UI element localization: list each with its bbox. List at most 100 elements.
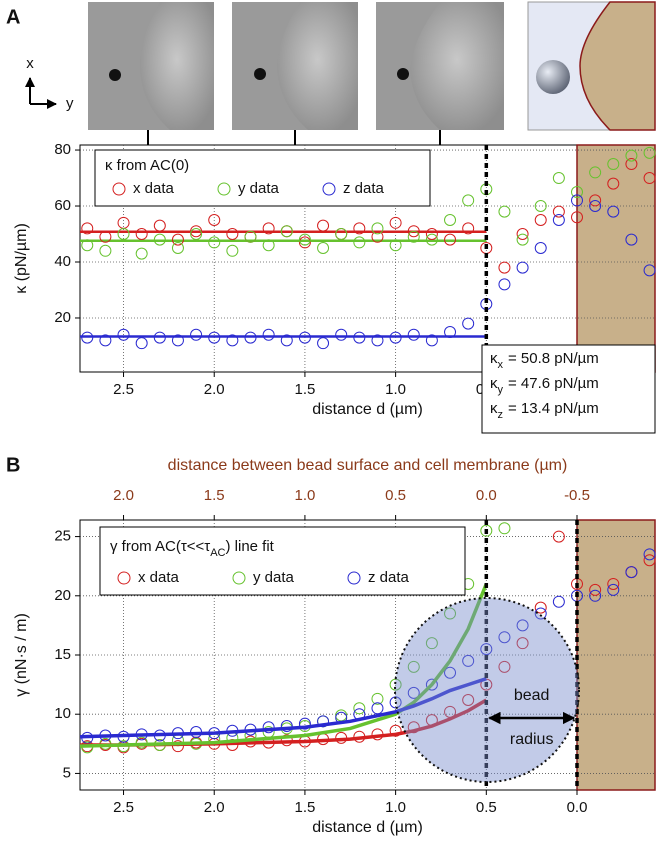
data-point: [444, 607, 457, 620]
axis-x-label: x: [26, 55, 34, 72]
micrographs: [88, 1, 656, 233]
data-point: [407, 225, 420, 238]
x2-tick-label: -0.5: [564, 487, 590, 504]
data-point: [552, 530, 565, 543]
data-point: [643, 548, 656, 561]
data-point: [389, 331, 402, 344]
data-point: [589, 200, 602, 213]
data-point: [171, 334, 184, 347]
data-point: [607, 577, 620, 590]
y-tick-label: 80: [54, 141, 71, 158]
data-point: [171, 740, 184, 753]
data-point: [81, 239, 94, 252]
data-point: [552, 205, 565, 218]
data-point: [99, 230, 112, 243]
data-point: [262, 328, 275, 341]
data-point: [571, 194, 584, 207]
data-point: [153, 331, 166, 344]
data-point: [462, 317, 475, 330]
data-point: [643, 146, 656, 159]
x-tick-label: 2.5: [113, 381, 134, 398]
data-point: [371, 230, 384, 243]
legend-label: y data: [253, 569, 295, 586]
y-tick-label: 5: [63, 764, 71, 781]
data-point: [444, 325, 457, 338]
data-point: [643, 554, 656, 567]
y-axis-label: γ (nN·s / m): [13, 613, 30, 697]
data-point: [498, 261, 511, 274]
y-axis-label: κ (pN/µm): [13, 223, 30, 294]
data-point: [226, 244, 239, 257]
data-point: [498, 660, 511, 673]
data-point: [317, 242, 330, 255]
data-point: [552, 214, 565, 227]
data-point: [407, 328, 420, 341]
data-point: [99, 244, 112, 257]
data-point: [607, 158, 620, 171]
data-point: [117, 228, 130, 241]
fit-box: [481, 344, 656, 434]
data-point: [353, 331, 366, 344]
fit-value-label: = 50.8 pN/µm: [508, 350, 599, 367]
data-point: [389, 216, 402, 229]
data-point: [371, 692, 384, 705]
data-point: [425, 678, 438, 691]
data-point: [516, 261, 529, 274]
legend-title: κ from AC(0): [105, 157, 189, 174]
legend-marker: [322, 182, 336, 196]
legend-label: x data: [133, 180, 175, 197]
legend-label: z data: [343, 180, 385, 197]
legend-label: y data: [238, 180, 280, 197]
micrograph: [88, 2, 214, 130]
x-tick-label: 0.5: [476, 799, 497, 816]
panel-label: A: [6, 6, 20, 28]
x2-tick-label: 2.0: [113, 487, 134, 504]
data-point: [534, 242, 547, 255]
fit-symbol: κ: [490, 375, 498, 392]
micrograph: [232, 2, 358, 130]
y-tick-label: 20: [54, 309, 71, 326]
data-point: [389, 678, 402, 691]
cell-region: [576, 519, 656, 791]
data-point: [462, 654, 475, 667]
x-tick-label: 1.5: [294, 799, 315, 816]
x-tick-label: 2.5: [113, 799, 134, 816]
data-point: [425, 334, 438, 347]
data-point: [498, 278, 511, 291]
legend-box: [99, 526, 466, 596]
data-point: [317, 715, 330, 728]
data-point: [81, 331, 94, 344]
data-point: [480, 643, 493, 656]
data-point: [262, 239, 275, 252]
data-point: [643, 264, 656, 277]
legend-marker: [347, 571, 361, 585]
data-point: [534, 200, 547, 213]
x-tick-label: 2.0: [204, 381, 225, 398]
fit-curve: [79, 677, 487, 739]
data-point: [516, 637, 529, 650]
data-point: [371, 334, 384, 347]
legend-marker: [232, 571, 246, 585]
fit-symbol: κ: [490, 350, 498, 367]
fit-text: κx = 50.8 pN/µm: [490, 350, 599, 371]
y-tick-label: 10: [54, 705, 71, 722]
legend-marker: [217, 182, 231, 196]
data-point: [135, 337, 148, 350]
schematic: [527, 1, 656, 131]
data-point: [353, 236, 366, 249]
legend-title-part: γ from AC(τ<<τ: [110, 538, 210, 555]
data-point: [498, 631, 511, 644]
data-point: [516, 619, 529, 632]
data-point: [552, 595, 565, 608]
data-point: [317, 337, 330, 350]
data-point: [444, 233, 457, 246]
data-point: [353, 222, 366, 235]
legend-marker: [112, 182, 126, 196]
data-point: [262, 721, 275, 734]
data-point: [262, 222, 275, 235]
x-axis-label: distance d (µm): [312, 401, 423, 418]
data-point: [462, 694, 475, 706]
fit-subscript: y: [498, 384, 504, 396]
x-tick-label: 1.0: [385, 381, 406, 398]
